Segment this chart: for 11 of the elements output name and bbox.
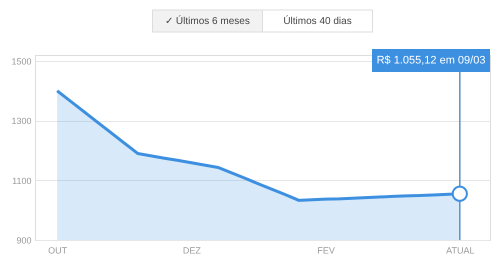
y-tick-label: 900 xyxy=(16,236,32,246)
y-tick-label: 1500 xyxy=(11,56,32,66)
y-tick-label: 1100 xyxy=(12,176,32,186)
x-tick-label: DEZ xyxy=(182,246,202,256)
text: Últimos 40 dias xyxy=(283,15,352,27)
annotation: R$ 1.055,12 em 09/03 xyxy=(376,54,486,66)
x-tick-label: ATUAL xyxy=(446,246,474,256)
y-tick-label: 1300 xyxy=(11,116,32,126)
x-tick-label: FEV xyxy=(317,246,335,256)
x-tick-label: OUT xyxy=(48,246,68,256)
text: ✓ Últimos 6 meses xyxy=(165,15,250,27)
